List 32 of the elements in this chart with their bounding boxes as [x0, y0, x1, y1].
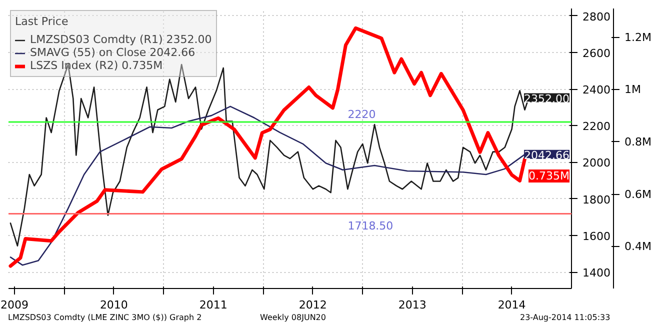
legend-label: SMAVG (55) on Close 2042.66	[30, 46, 196, 59]
text: Weekly 08JUN20	[260, 312, 326, 324]
text: LMZSDS03 Comdty (LME ZINC 3MO ($)) Graph 2	[8, 312, 202, 324]
x-tick-label: 2009	[0, 298, 28, 312]
y-tick-label: 2600	[582, 46, 610, 60]
y-tick-label: 2400	[582, 84, 610, 97]
y-tick-label: 1800	[582, 193, 610, 206]
y-tick-label: 2800	[582, 10, 610, 24]
y-tick-label: 1400	[582, 266, 610, 280]
x-tick-label: 2013	[398, 298, 426, 312]
text: 23-Aug-2014 11:05:33	[520, 312, 610, 324]
ref-line-label: 1718.50	[348, 220, 394, 233]
line-series	[8, 26, 526, 268]
data-label: 2352.00	[524, 92, 570, 106]
ref-line-label: 2220	[348, 108, 376, 121]
legend-title: Last Price	[15, 15, 70, 28]
x-tick-label: 2010	[100, 298, 128, 312]
y2-tick-label: 1.2M	[624, 30, 652, 44]
legend-label: LSZS Index (R2) 0.735M	[30, 59, 163, 72]
y2-tick-label: 1M	[624, 83, 641, 96]
y-tick-label: 2000	[582, 156, 610, 170]
y-tick-label: 1600	[582, 230, 610, 243]
y-tick-label: 2200	[582, 120, 610, 134]
x-tick-label: 2011	[199, 298, 228, 312]
legend-label: LMZSDS03 Comdty (R1) 2352.00	[30, 33, 212, 46]
y2-tick-label: 0.8M	[624, 135, 652, 148]
data-label: 2042.66	[524, 148, 570, 162]
data-label: 0.735M	[528, 169, 570, 182]
x-tick-label: 2012	[298, 298, 327, 312]
x-tick-label: 2014	[498, 298, 526, 312]
y2-tick-label: 0.4M	[624, 240, 652, 254]
y2-tick-label: 0.6M	[624, 188, 652, 201]
